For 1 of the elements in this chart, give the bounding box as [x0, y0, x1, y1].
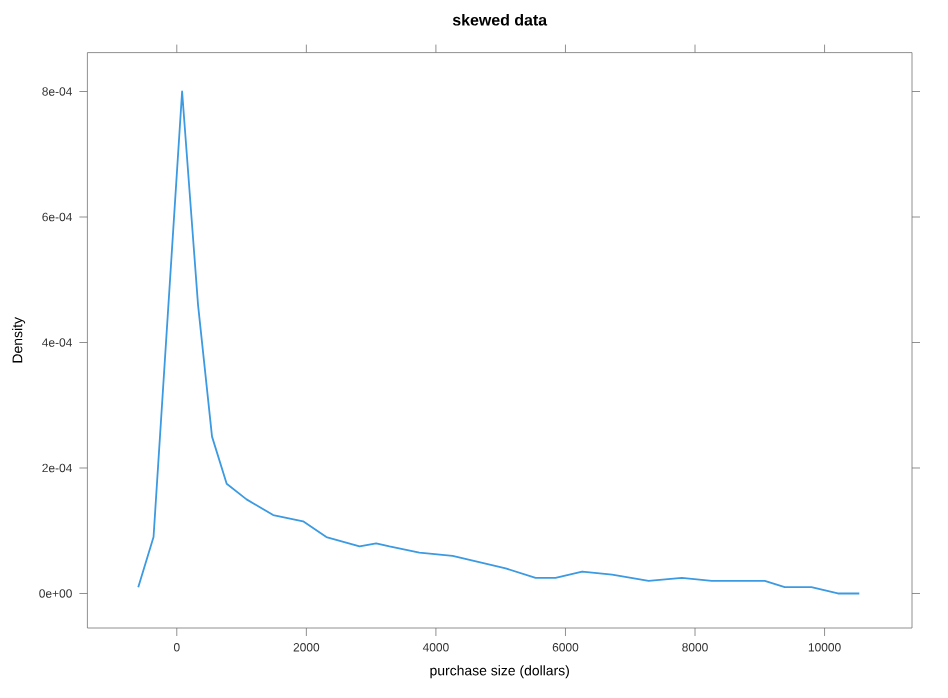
line-series [137, 90, 861, 595]
